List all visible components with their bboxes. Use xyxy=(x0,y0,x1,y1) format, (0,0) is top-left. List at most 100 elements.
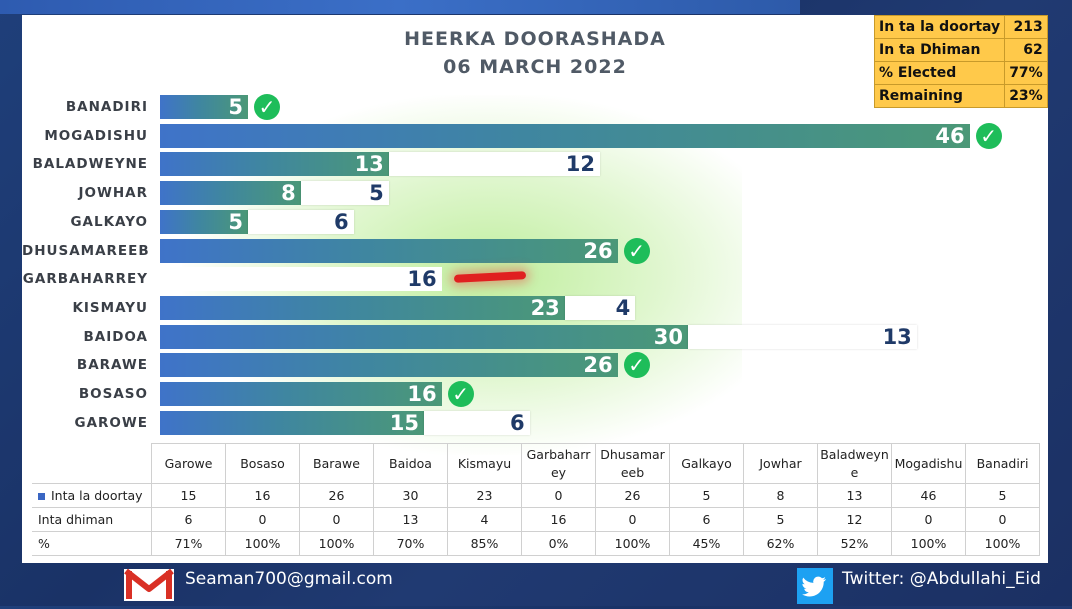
table-header-cell: Galkayo xyxy=(669,443,744,484)
category-label: GAROWE xyxy=(74,414,148,431)
table-header-cell: Garowe xyxy=(151,443,226,484)
table-cell: 85% xyxy=(447,531,522,556)
category-label: DHUSAMAREEB xyxy=(22,242,150,259)
legend-swatch xyxy=(38,493,45,500)
stats-value: 213 xyxy=(1004,15,1048,39)
category-label: BALADWEYNE xyxy=(32,156,148,173)
table-cell: 0 xyxy=(299,507,374,532)
table-cell: 100% xyxy=(595,531,670,556)
bar-elected: 26 xyxy=(160,353,618,378)
chart-panel: HEERKA DOORASHADA 06 MARCH 2022 In ta la… xyxy=(22,15,1048,563)
category-label: KISMAYU xyxy=(72,299,148,316)
table-cell: 70% xyxy=(373,531,448,556)
row-label: % xyxy=(32,531,152,556)
stats-label: In ta la doortay xyxy=(873,15,1006,39)
table-cell: 100% xyxy=(299,531,374,556)
category-label: BARAWE xyxy=(76,357,148,374)
bar-value-label: 5 xyxy=(369,181,384,206)
stats-label: % Elected xyxy=(873,61,1006,85)
table-cell: 30 xyxy=(373,483,448,508)
bar-remaining: 6 xyxy=(424,410,530,435)
bar-remaining: 6 xyxy=(248,209,354,234)
table-cell: 0 xyxy=(965,507,1040,532)
table-cell: 100% xyxy=(225,531,300,556)
bar-elected: 5 xyxy=(160,209,248,234)
table-header-cell: Barawe xyxy=(299,443,374,484)
chart-subtitle: 06 MARCH 2022 xyxy=(443,56,627,78)
table-cell: 26 xyxy=(595,483,670,508)
stats-row: In ta Dhiman 62 xyxy=(873,38,1048,62)
table-row: Inta dhiman 6 0 0 13 4 16 0 6 5 12 0 0 xyxy=(32,507,1040,532)
table-header-cell: Garbaharr ey xyxy=(521,443,596,484)
gmail-icon xyxy=(124,568,174,601)
bar-remaining: 12 xyxy=(388,152,600,177)
table-header-row: Garowe Bosaso Barawe Baidoa Kismayu Garbaharr… xyxy=(32,443,1040,484)
bar-elected: 30 xyxy=(160,324,688,349)
table-header-cell: Kismayu xyxy=(447,443,522,484)
bar-value-label: 15 xyxy=(389,410,419,435)
chart-title: HEERKA DOORASHADA xyxy=(404,28,666,50)
table-cell: 62% xyxy=(743,531,818,556)
table-cell: 0 xyxy=(891,507,966,532)
bar-value-label: 5 xyxy=(228,209,243,234)
bar-value-label: 46 xyxy=(935,123,965,148)
bar-elected: 16 xyxy=(160,382,442,406)
table-cell: 100% xyxy=(891,531,966,556)
table-cell: 45% xyxy=(669,531,744,556)
table-header-cell: Jowhar xyxy=(743,443,818,484)
bar-elected: 5 xyxy=(160,95,248,119)
stats-row: Remaining 23% xyxy=(873,84,1048,108)
table-header-cell: Baidoa xyxy=(373,443,448,484)
table-row: Inta la doortay 15 16 26 30 23 0 26 5 8 13 46 5 xyxy=(32,483,1040,508)
bar-value-label: 6 xyxy=(333,209,349,234)
category-label: GARBAHARREY xyxy=(22,271,148,288)
bar-elected: 8 xyxy=(160,181,301,206)
bar-value-label: 13 xyxy=(354,152,384,177)
table-cell: 4 xyxy=(447,507,522,532)
bar-remaining: 4 xyxy=(564,295,636,320)
stats-box: In ta la doortay 213 In ta Dhiman 62 % Ele… xyxy=(873,15,1048,108)
category-label: JOWHAR xyxy=(78,185,148,202)
table-cell: 16 xyxy=(521,507,596,532)
twitter-text: Twitter: @Abdullahi_Eid xyxy=(842,569,1041,589)
table-cell: 5 xyxy=(669,483,744,508)
table-cell: 15 xyxy=(151,483,226,508)
top-band xyxy=(0,0,800,14)
bar-value-label: 26 xyxy=(583,238,613,263)
table-cell: 8 xyxy=(743,483,818,508)
table-cell: 5 xyxy=(743,507,818,532)
bar-remaining: 5 xyxy=(300,181,389,206)
bar-value-label: 13 xyxy=(882,324,912,349)
check-circle-icon: ✓ xyxy=(447,381,474,407)
table-header-cell: Mogadishu xyxy=(891,443,966,484)
check-circle-icon: ✓ xyxy=(623,237,650,264)
category-label: BANADIRI xyxy=(65,99,148,115)
bar-elected: 13 xyxy=(160,152,389,177)
table-cell: 6 xyxy=(669,507,744,532)
table-cell: 23 xyxy=(447,483,522,508)
stats-label: Remaining xyxy=(873,84,1006,108)
table-cell: 5 xyxy=(965,483,1040,508)
table-row: % 71% 100% 100% 70% 85% 0% 100% 45% 62% 52% 100% 10… xyxy=(32,531,1040,556)
table-cell: 13 xyxy=(817,483,892,508)
check-circle-icon: ✓ xyxy=(254,94,280,120)
table-cell: 26 xyxy=(299,483,374,508)
twitter-bird-icon xyxy=(797,568,833,604)
table-cell: 12 xyxy=(817,507,892,532)
row-label-text: Inta la doortay xyxy=(51,488,143,503)
table-header-cell: Dhusamar eeb xyxy=(595,443,670,484)
stats-row: In ta la doortay 213 xyxy=(873,15,1048,39)
row-label: Inta la doortay xyxy=(32,483,152,508)
check-circle-icon: ✓ xyxy=(975,122,1002,149)
category-label: MOGADISHU xyxy=(44,127,148,144)
stats-row: % Elected 77% xyxy=(873,61,1048,85)
table-header-cell: Bosaso xyxy=(225,443,300,484)
bar-value-label: 30 xyxy=(653,324,683,349)
data-table: Garowe Bosaso Barawe Baidoa Kismayu Garbaharr… xyxy=(32,443,1040,556)
bar-elected: 15 xyxy=(160,410,424,435)
bar-elected: 26 xyxy=(160,238,618,263)
category-label: GALKAYO xyxy=(70,213,148,230)
check-circle-icon: ✓ xyxy=(623,352,650,379)
row-label: Inta dhiman xyxy=(32,507,152,532)
bar-value-label: 23 xyxy=(530,295,560,320)
